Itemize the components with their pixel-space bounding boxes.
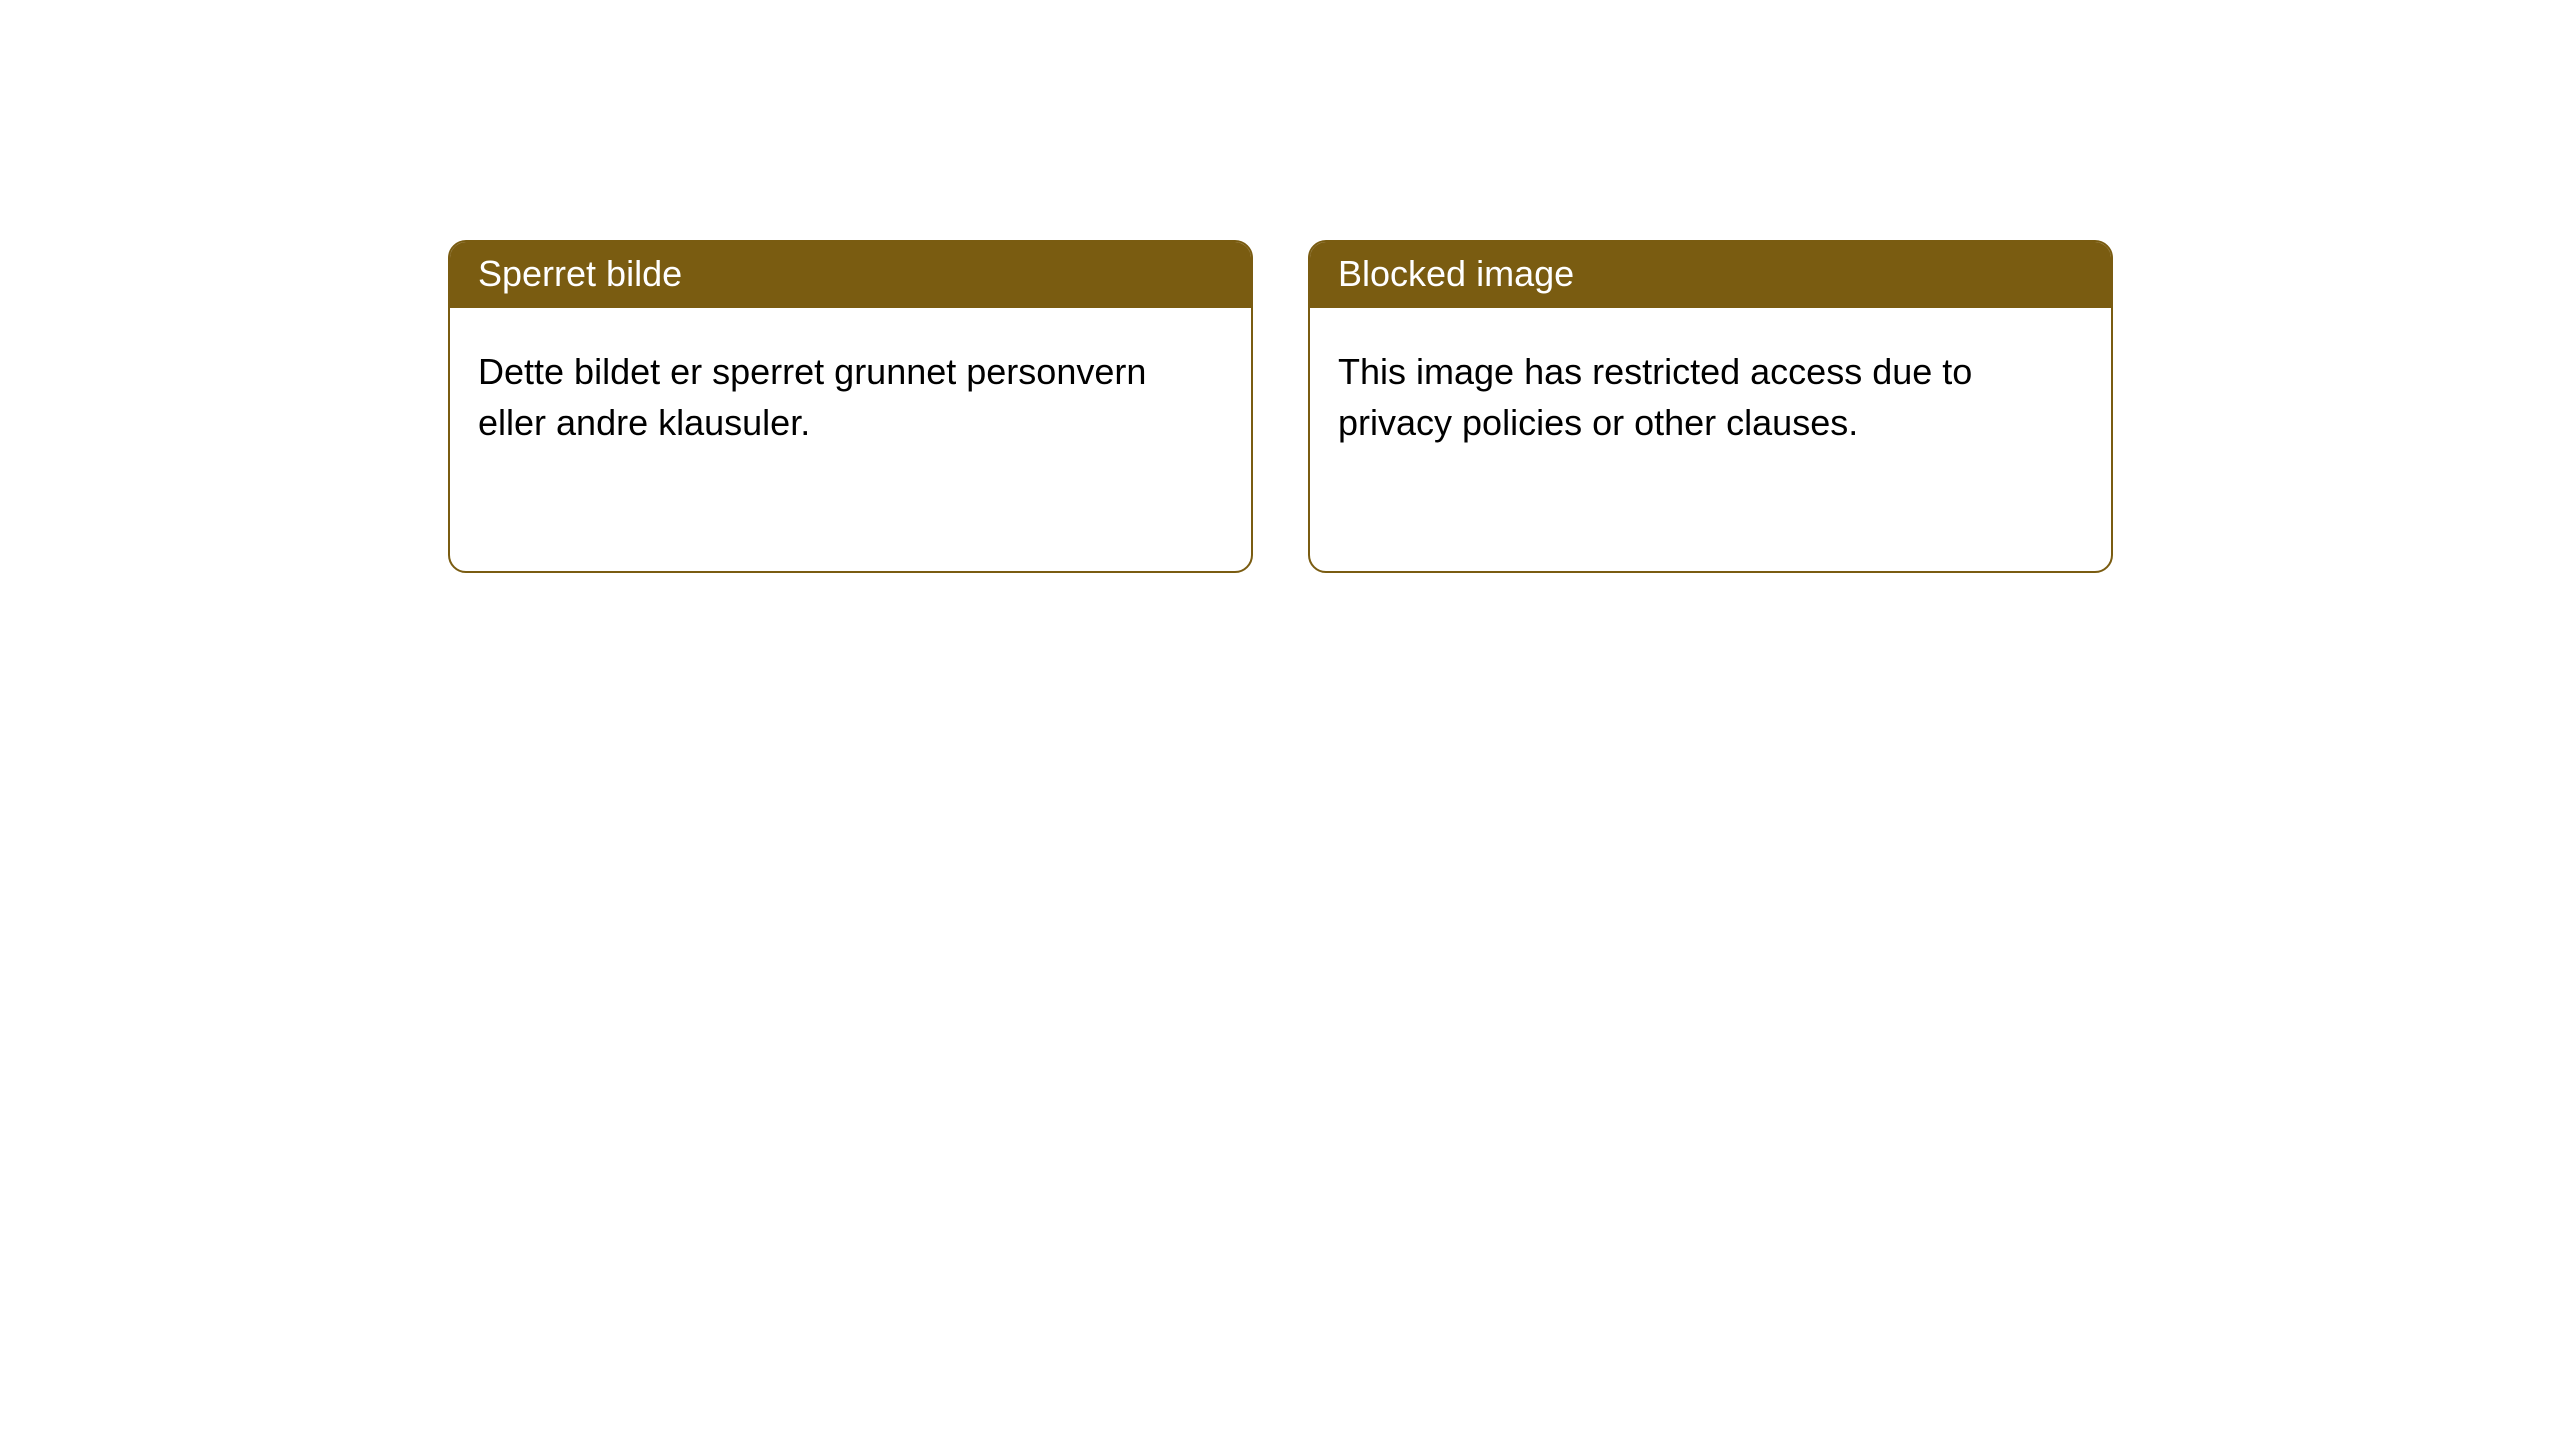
card-body: This image has restricted access due to … (1310, 308, 2111, 476)
notice-cards-container: Sperret bilde Dette bildet er sperret gr… (0, 0, 2560, 573)
card-body-text: This image has restricted access due to … (1338, 351, 1972, 443)
card-body-text: Dette bildet er sperret grunnet personve… (478, 351, 1146, 443)
notice-card-english: Blocked image This image has restricted … (1308, 240, 2113, 573)
card-title: Blocked image (1338, 253, 1574, 294)
notice-card-norwegian: Sperret bilde Dette bildet er sperret gr… (448, 240, 1253, 573)
card-header: Blocked image (1310, 242, 2111, 308)
card-body: Dette bildet er sperret grunnet personve… (450, 308, 1251, 476)
card-header: Sperret bilde (450, 242, 1251, 308)
card-title: Sperret bilde (478, 253, 682, 294)
